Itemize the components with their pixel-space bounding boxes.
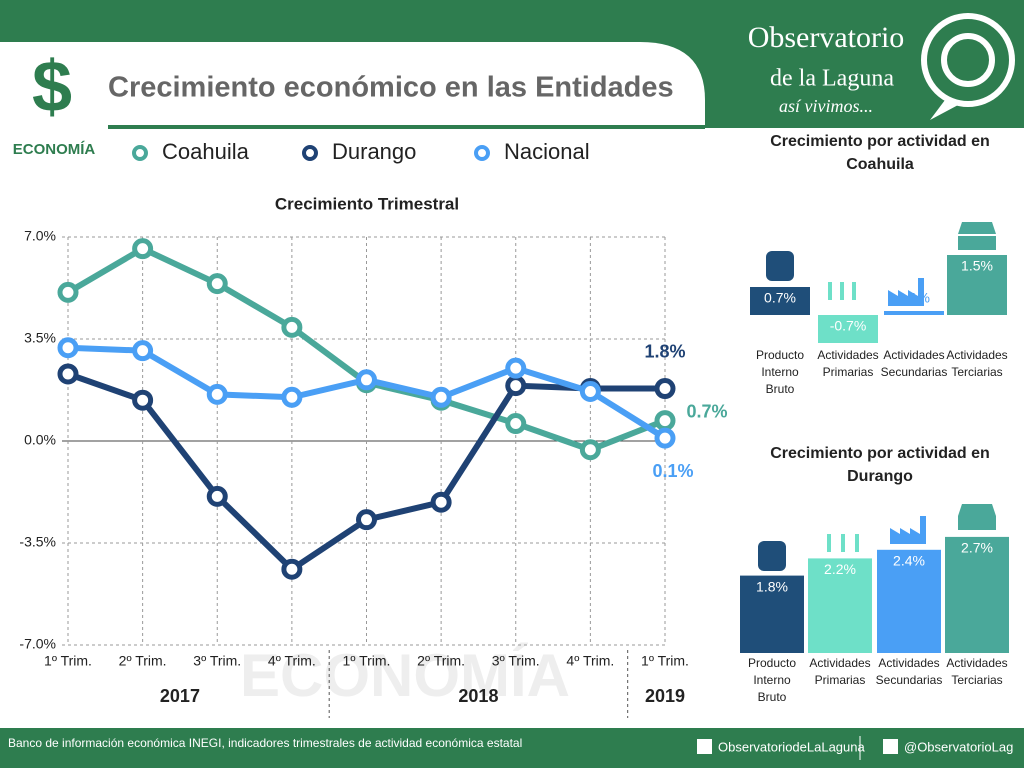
legend-label: Coahuila bbox=[162, 139, 250, 164]
legend-marker bbox=[474, 145, 490, 161]
brand-line2: de la Laguna bbox=[770, 66, 894, 92]
value-label: 2.7% bbox=[961, 540, 993, 556]
value-label: 2.4% bbox=[893, 553, 925, 569]
value-label: 1.8% bbox=[756, 578, 788, 594]
legend-label: Durango bbox=[332, 139, 416, 164]
x-tick-label: Actividades Terciarias bbox=[946, 348, 1007, 379]
point bbox=[430, 386, 452, 408]
tagline: así vivimos... bbox=[779, 96, 873, 116]
chart-layer: Crecimiento Trimestral -7.0% -3.5% 0.0% 3.5%… bbox=[19, 133, 1009, 718]
value-label: 0.7% bbox=[764, 290, 796, 306]
point bbox=[505, 375, 527, 397]
y-tick-label: 3.5% bbox=[24, 330, 56, 346]
x-tick-label: Actividades Primarias bbox=[817, 348, 878, 379]
legend-marker bbox=[302, 145, 318, 161]
point bbox=[281, 558, 303, 580]
value-label: -0.7% bbox=[830, 318, 867, 334]
point bbox=[654, 427, 676, 449]
y-tick-label: 7.0% bbox=[24, 228, 56, 244]
x-tick-label: Producto Interno Bruto bbox=[748, 656, 796, 704]
x-tick-label: 4º Trim. bbox=[268, 653, 316, 669]
chart-title: Crecimiento por actividad en Durango bbox=[770, 445, 990, 485]
x-tick-label: 2º Trim. bbox=[417, 653, 465, 669]
footer-band bbox=[0, 728, 1024, 768]
point bbox=[356, 509, 377, 531]
watermark: ECONOMÍA bbox=[240, 642, 570, 709]
x-group-label: 2017 bbox=[160, 686, 200, 706]
x-tick-label: 1º Trim. bbox=[343, 653, 391, 669]
point bbox=[57, 281, 79, 303]
twitter[interactable]: @ObservatorioLag bbox=[904, 739, 1013, 754]
x-group-label: 2018 bbox=[458, 686, 498, 706]
point bbox=[57, 363, 79, 385]
chart-title: Crecimiento por actividad en Coahuila bbox=[770, 133, 990, 173]
logo bbox=[921, 13, 1015, 120]
legend-label: Nacional bbox=[504, 139, 590, 164]
point bbox=[505, 413, 527, 435]
bar bbox=[945, 536, 1009, 653]
value-label: 0.1% bbox=[652, 461, 693, 481]
icons bbox=[758, 222, 996, 571]
point bbox=[206, 485, 228, 507]
bar bbox=[740, 575, 804, 653]
dollar-icon: $ bbox=[32, 47, 72, 127]
bar bbox=[884, 311, 944, 315]
point bbox=[132, 340, 154, 362]
value-label: 2.2% bbox=[824, 561, 856, 577]
y-tick-label: 0.0% bbox=[24, 432, 56, 448]
x-tick-label: Actividades Secundarias bbox=[881, 348, 948, 379]
point bbox=[654, 378, 676, 400]
x-tick-label: Producto Interno Bruto bbox=[756, 348, 804, 396]
bar bbox=[808, 558, 872, 653]
bar bbox=[750, 287, 810, 315]
header-white bbox=[0, 42, 705, 128]
y-tick-label: -3.5% bbox=[19, 534, 56, 550]
bar bbox=[818, 315, 878, 343]
legend-marker bbox=[132, 145, 148, 161]
value-label: 1.5% bbox=[961, 258, 993, 274]
x-tick-label: 3º Trim. bbox=[193, 653, 241, 669]
twitter-icon bbox=[883, 739, 898, 754]
x-group-label: 2019 bbox=[645, 686, 685, 706]
point bbox=[206, 273, 228, 295]
point bbox=[579, 439, 601, 461]
y-tick-label: -7.0% bbox=[19, 636, 56, 652]
x-tick-label: 4º Trim. bbox=[566, 653, 614, 669]
x-tick-label: Actividades Secundarias bbox=[876, 656, 943, 687]
point bbox=[132, 389, 154, 411]
point bbox=[281, 386, 303, 408]
point bbox=[505, 357, 527, 379]
x-tick-label: 1º Trim. bbox=[44, 653, 92, 669]
point bbox=[430, 491, 452, 513]
x-tick-label: 2º Trim. bbox=[119, 653, 167, 669]
brand: Observatorio bbox=[748, 21, 905, 54]
x-tick-label: 1º Trim. bbox=[641, 653, 689, 669]
x-tick-label: Actividades Terciarias bbox=[946, 656, 1007, 687]
point bbox=[281, 316, 303, 338]
point bbox=[356, 369, 377, 391]
x-tick-label: Actividades Primarias bbox=[809, 656, 870, 687]
bar bbox=[947, 255, 1007, 315]
point bbox=[206, 383, 228, 405]
point bbox=[132, 238, 154, 260]
bar bbox=[877, 549, 941, 653]
facebook-icon bbox=[697, 739, 712, 754]
value-label: 0.7% bbox=[686, 401, 727, 421]
source: Banco de información económica INEGI, in… bbox=[8, 736, 522, 750]
point bbox=[57, 337, 79, 359]
point bbox=[654, 410, 676, 432]
point bbox=[579, 380, 601, 402]
page-title: Crecimiento económico en las Entidades bbox=[108, 72, 674, 104]
value-label: 1.8% bbox=[644, 341, 685, 361]
x-tick-label: 3º Trim. bbox=[492, 653, 540, 669]
facebook[interactable]: ObservatoriodeLaLaguna bbox=[718, 739, 865, 754]
chart-title: Crecimiento Trimestral bbox=[275, 194, 459, 213]
section: ECONOMÍA bbox=[13, 141, 96, 158]
